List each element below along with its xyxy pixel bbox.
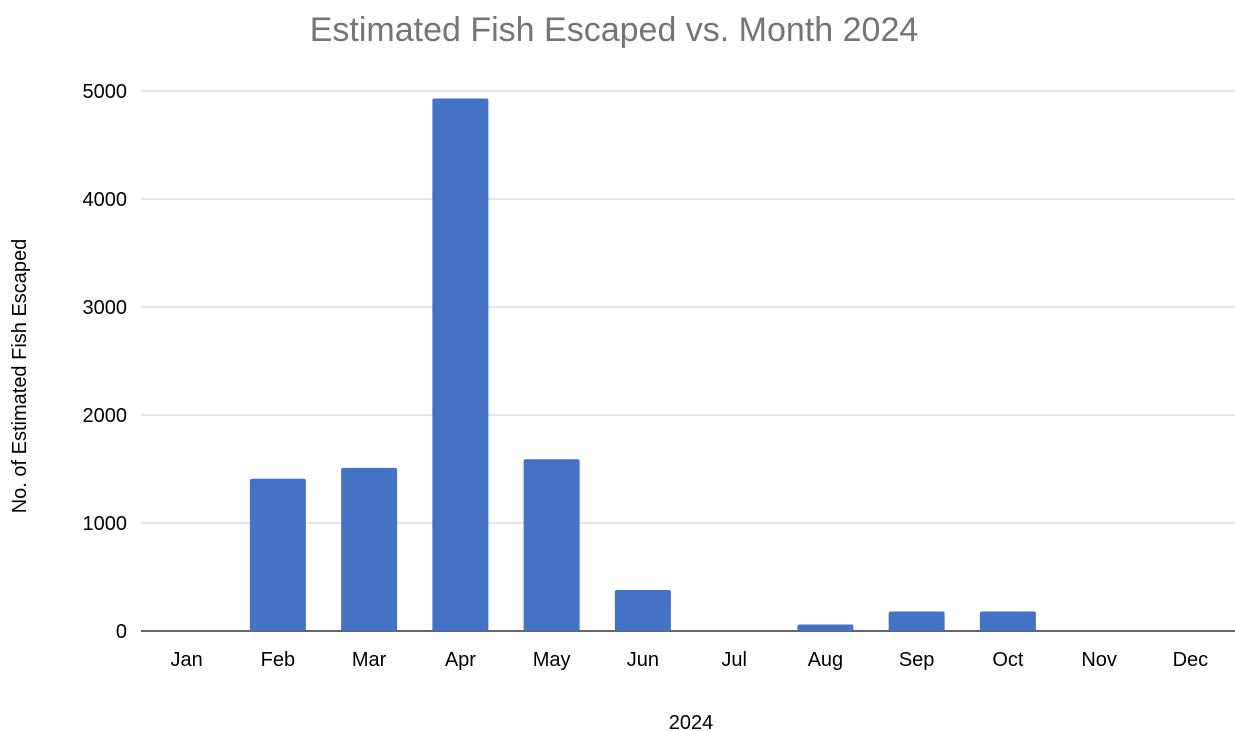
x-tick-label-apr: Apr <box>445 649 476 671</box>
x-axis-label: 2024 <box>669 712 714 731</box>
x-tick-label-jul: Jul <box>721 649 747 671</box>
x-tick-label-mar: Mar <box>352 649 387 671</box>
x-tick-label-aug: Aug <box>808 649 844 671</box>
x-tick-label-oct: Oct <box>992 649 1024 671</box>
y-tick-label: 5000 <box>83 81 128 103</box>
bar-may <box>523 459 580 631</box>
bar-sep <box>888 611 945 631</box>
x-tick-label-dec: Dec <box>1173 649 1209 671</box>
bar-oct <box>979 611 1036 631</box>
bar-feb <box>249 478 306 631</box>
gridlines <box>141 90 1235 632</box>
y-tick-label: 4000 <box>83 189 128 211</box>
chart-title: Estimated Fish Escaped vs. Month 2024 <box>310 11 919 49</box>
x-tick-label-nov: Nov <box>1081 649 1117 671</box>
y-axis-label: No. of Estimated Fish Escaped <box>9 239 31 514</box>
y-tick-label: 0 <box>116 621 127 643</box>
y-tick-label: 1000 <box>83 513 128 535</box>
y-tick-labels: 0 1000 2000 3000 4000 5000 <box>83 81 128 643</box>
x-tick-label-may: May <box>533 649 571 671</box>
y-tick-label: 2000 <box>83 405 128 427</box>
bar-jun <box>614 589 671 631</box>
y-tick-label: 3000 <box>83 297 128 319</box>
x-tick-label-jun: Jun <box>627 649 659 671</box>
bar-mar <box>341 467 398 631</box>
x-tick-label-jan: Jan <box>171 649 203 671</box>
x-tick-label-sep: Sep <box>899 649 935 671</box>
bars <box>249 98 1036 631</box>
bar-aug <box>797 624 854 631</box>
bar-apr <box>432 98 489 631</box>
x-tick-labels: Jan Feb Mar Apr May Jun Jul Aug Sep Oct Nov Dec <box>171 649 1209 671</box>
x-tick-label-feb: Feb <box>261 649 295 671</box>
